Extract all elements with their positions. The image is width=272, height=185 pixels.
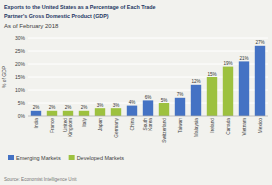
x-tick-label: India — [34, 118, 39, 129]
bar — [47, 111, 57, 116]
grid-line — [28, 38, 268, 39]
chart: Exports to the United States as a Percen… — [0, 0, 272, 185]
data-label: 7% — [177, 92, 184, 97]
bar — [255, 46, 265, 116]
x-tick-label: China — [130, 118, 135, 131]
y-tick-label: 0% — [18, 113, 26, 119]
grid-line — [28, 116, 268, 117]
x-axis-line — [28, 116, 268, 117]
legend-label: Emerging Markets — [16, 155, 61, 161]
bar — [175, 98, 185, 116]
grid-line — [28, 51, 268, 52]
x-tick-label-line: Switzerland — [162, 118, 167, 143]
bar — [207, 77, 217, 116]
x-tick-label: Japan — [98, 118, 103, 131]
x-tick-label-line: Canada — [226, 118, 231, 135]
bar — [79, 111, 89, 116]
bar — [95, 108, 105, 116]
title-line: Exports to the United States as a Percen… — [4, 4, 156, 10]
x-tick-label: Malaysia — [194, 118, 199, 137]
bar — [63, 111, 73, 116]
x-tick-label-line: Ireland — [210, 118, 215, 133]
x-tick-label: France — [50, 118, 55, 133]
x-tick-label-line: Korea — [148, 118, 153, 131]
data-label: 21% — [239, 56, 248, 61]
y-tick-label: 15% — [15, 74, 26, 80]
y-tick-label: 25% — [15, 48, 26, 54]
bar — [239, 61, 249, 116]
y-axis-label: % of GDP — [1, 65, 7, 88]
data-label: 12% — [191, 79, 200, 84]
data-label: 2% — [81, 105, 88, 110]
legend-swatch — [8, 155, 14, 160]
x-tick-label: Germany — [114, 117, 119, 137]
grid — [28, 38, 268, 116]
y-tick-label: 5% — [18, 100, 26, 106]
x-tick-label-line: Japan — [98, 118, 103, 131]
x-tick-label-line: Italy — [82, 117, 87, 126]
legend-swatch — [69, 155, 75, 160]
y-tick-label: 20% — [15, 61, 26, 67]
x-tick-label: UnitedKingdom — [63, 118, 73, 137]
data-label: 3% — [97, 103, 104, 108]
x-tick-label: Italy — [82, 117, 87, 126]
x-tick-label-line: Kingdom — [68, 118, 73, 137]
bars — [31, 46, 265, 116]
legend-label: Developed Markets — [77, 155, 125, 161]
x-tick-label-line: Mexico — [258, 118, 263, 134]
legend: Emerging Markets Developed Markets — [8, 155, 124, 161]
x-tick-label-line: Taiwan — [178, 118, 183, 133]
bar — [191, 85, 201, 116]
x-tick-label: Vietnam — [242, 118, 247, 136]
bar — [223, 67, 233, 116]
x-tick-label: SouthKorea — [143, 118, 153, 131]
x-tick-label-line: Germany — [114, 117, 119, 137]
bar — [159, 103, 169, 116]
x-tick-label: Canada — [226, 118, 231, 135]
data-label: 15% — [207, 72, 216, 77]
x-tick-label-line: Malaysia — [194, 118, 199, 137]
data-label: 3% — [113, 103, 120, 108]
x-tick-label: Switzerland — [162, 118, 167, 143]
x-tick-label-line: Vietnam — [242, 118, 247, 136]
data-label: 2% — [65, 105, 72, 110]
x-tick-label-line: China — [130, 118, 135, 131]
data-label: 5% — [161, 98, 168, 103]
y-tick-label: 30% — [15, 35, 26, 41]
title-line: Partner's Gross Domestic Product (GDP) — [4, 13, 109, 19]
x-tick-label-line: France — [50, 118, 55, 133]
bar — [127, 106, 137, 116]
bar — [143, 100, 153, 116]
data-label: 4% — [129, 100, 136, 105]
data-label: 6% — [145, 95, 152, 100]
background — [0, 0, 272, 185]
title: Exports to the United States as a Percen… — [4, 4, 156, 19]
data-label: 2% — [49, 105, 56, 110]
x-tick-label: Ireland — [210, 118, 215, 133]
x-tick-label-line: India — [34, 118, 39, 129]
data-label: 2% — [33, 105, 40, 110]
y-tick-label: 10% — [15, 87, 26, 93]
bar — [31, 111, 41, 116]
subtitle: As of February 2018 — [4, 23, 59, 29]
x-tick-label: Taiwan — [178, 118, 183, 133]
data-label: 19% — [223, 61, 232, 66]
source: Source: Economist Intelligence Unit — [4, 177, 77, 182]
data-label: 27% — [255, 40, 264, 45]
x-tick-label: Mexico — [258, 118, 263, 134]
bar — [111, 108, 121, 116]
